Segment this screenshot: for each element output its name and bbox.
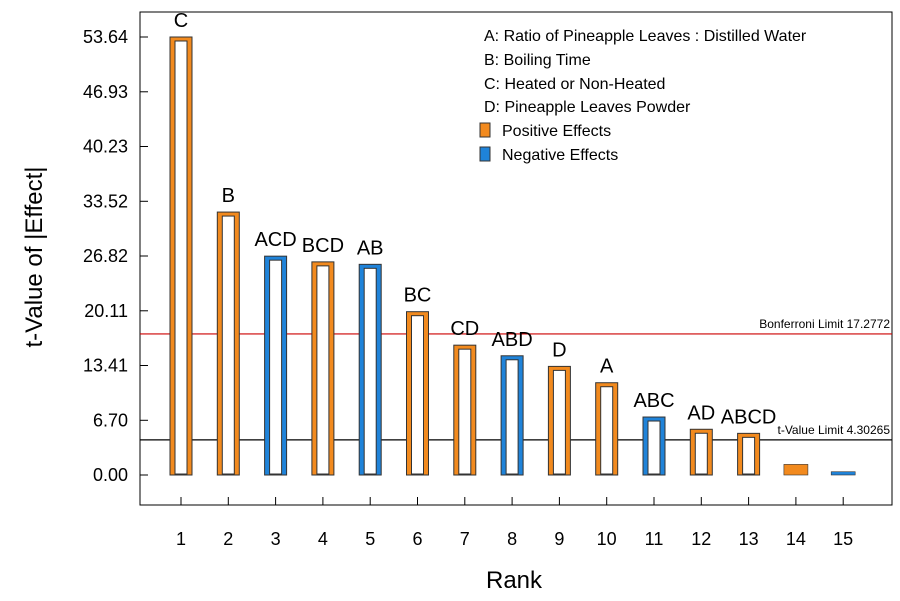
x-tick-label: 15: [833, 529, 853, 549]
legend-factor-b: B: Boiling Time: [484, 52, 591, 69]
reference-line-label: Bonferroni Limit 17.2772: [759, 317, 890, 331]
legend-factor-d: D: Pineapple Leaves Powder: [484, 99, 691, 116]
bar-group: ACD: [254, 229, 297, 476]
bar-inner: [221, 215, 235, 475]
x-tick-label: 7: [460, 529, 470, 549]
y-tick-label: 33.52: [83, 191, 128, 211]
bar-inner: [647, 420, 661, 475]
bar-label: B: [222, 185, 235, 207]
bar-group: C: [169, 10, 193, 476]
bar-inner: [458, 348, 472, 475]
bar-inner: [694, 432, 708, 475]
plot-frame: [139, 11, 893, 506]
bar-group: A: [595, 356, 619, 476]
x-tick-label: 11: [645, 529, 664, 549]
y-axis: 0.00 6.70 13.41 20.11 26.82 33.52 40.23 46.93 53…: [83, 27, 148, 485]
x-tick-label: 12: [691, 529, 711, 549]
bar-inner: [600, 386, 614, 475]
legend-swatch-positive: [479, 122, 491, 138]
bar-inner: [174, 40, 188, 475]
bar-group: ABC: [633, 390, 675, 476]
bar-label: ABCD: [721, 406, 777, 428]
bar-group: [783, 464, 809, 476]
bar-group: ABD: [492, 329, 533, 476]
bar-label: A: [600, 356, 614, 378]
x-tick-label: 9: [554, 529, 564, 549]
bar-inner: [742, 436, 756, 475]
x-axis-title: Rank: [486, 567, 543, 594]
bar-inner: [269, 259, 283, 475]
bar-label: AB: [357, 237, 384, 259]
bar-group: BC: [404, 285, 432, 476]
bar-inner: [363, 267, 377, 475]
bar-label: ACD: [254, 229, 296, 251]
bar-group: AD: [687, 402, 715, 476]
bar-label: BC: [404, 285, 432, 307]
x-tick-label: 1: [176, 529, 186, 549]
bar-group: AB: [357, 237, 384, 476]
y-tick-label: 13.41: [83, 356, 128, 376]
x-tick-label: 3: [271, 529, 281, 549]
y-tick-label: 0.00: [93, 465, 128, 485]
legend-factor-c: C: Heated or Non-Heated: [484, 76, 665, 93]
bar: [830, 471, 856, 476]
y-axis-title: t-Value of |Effect|: [21, 166, 48, 347]
bar-label: ABD: [492, 329, 533, 351]
y-tick-label: 20.11: [84, 301, 128, 321]
legend-swatch-negative: [479, 146, 491, 162]
legend-negative-effects: Negative Effects: [502, 147, 618, 164]
y-tick-label: 6.70: [93, 410, 128, 430]
bar-inner: [505, 359, 519, 475]
y-tick-label: 40.23: [83, 137, 128, 157]
x-tick-label: 14: [786, 529, 806, 549]
bar-group: BCD: [302, 235, 344, 476]
x-axis: 1 2 3 4 5 6 7 8 9 10 11 12 13 14 15: [176, 497, 853, 549]
bar-inner: [552, 369, 566, 475]
x-tick-label: 4: [318, 529, 328, 549]
bar-inner: [411, 315, 424, 475]
bar-label: CD: [450, 318, 479, 340]
y-tick-label: 26.82: [83, 246, 128, 266]
bar-inner: [316, 265, 330, 475]
bar-group: B: [216, 185, 240, 476]
x-tick-label: 10: [597, 529, 617, 549]
bar-label: C: [174, 10, 188, 32]
x-tick-label: 13: [739, 529, 759, 549]
x-tick-label: 6: [412, 529, 422, 549]
bars: C B ACD BCD AB BC CD ABD D A ABC AD ABCD: [169, 10, 856, 476]
reference-line-label: t-Value Limit 4.30265: [777, 423, 890, 437]
bar: [783, 464, 809, 476]
y-tick-label: 53.64: [83, 27, 128, 47]
x-tick-label: 2: [223, 529, 233, 549]
bar-group: CD: [450, 318, 479, 476]
bar-label: ABC: [633, 390, 674, 412]
x-tick-label: 5: [365, 529, 375, 549]
legend-positive-effects: Positive Effects: [502, 123, 611, 140]
legend-factor-a: A: Ratio of Pineapple Leaves : Distilled…: [484, 28, 807, 45]
bar-group: [830, 471, 856, 476]
bar-label: D: [552, 339, 566, 361]
legend: A: Ratio of Pineapple Leaves : Distilled…: [479, 28, 807, 164]
x-tick-label: 8: [507, 529, 517, 549]
y-tick-label: 46.93: [83, 82, 128, 102]
bar-label: BCD: [302, 235, 344, 257]
bar-label: AD: [687, 402, 715, 424]
bar-group: D: [547, 339, 571, 476]
bar-group: ABCD: [721, 406, 777, 476]
